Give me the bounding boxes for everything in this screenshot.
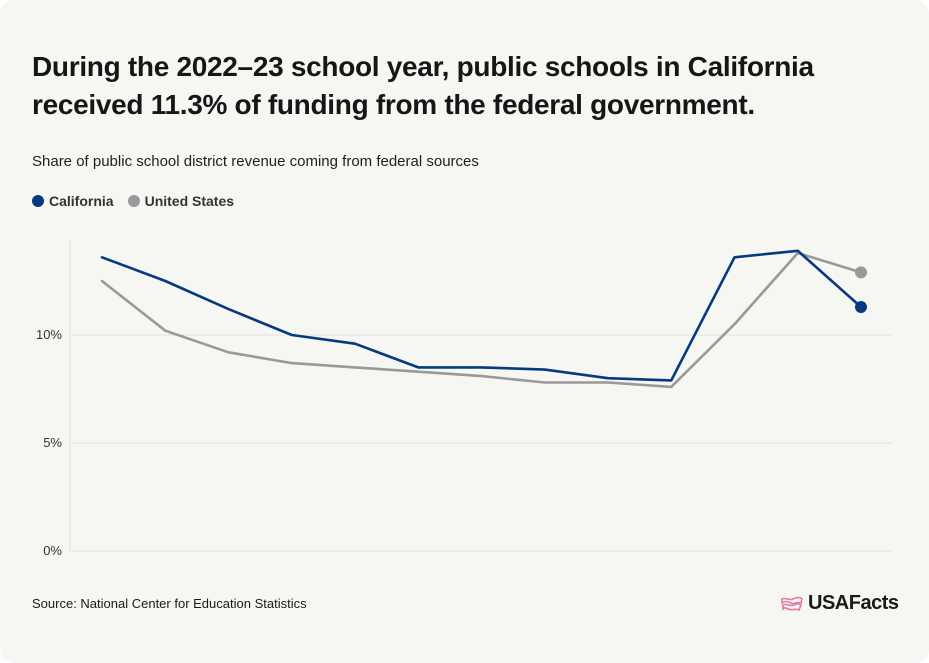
chart-subtitle: Share of public school district revenue … <box>32 153 479 170</box>
y-tick-label: 5% <box>43 435 62 450</box>
end-point-california <box>855 300 867 313</box>
legend-item-united-states: United States <box>127 193 235 209</box>
us-map-flag-icon <box>781 596 803 611</box>
legend-swatch-california <box>32 195 44 207</box>
end-point-united-states <box>855 266 867 279</box>
source-note: Source: National Center for Education St… <box>32 596 307 611</box>
legend-label-california: California <box>49 193 114 209</box>
series-line-california <box>100 249 863 382</box>
legend: California United States <box>32 193 234 209</box>
brand-logo: USAFacts <box>780 592 899 615</box>
y-tick-label: 10% <box>36 327 62 342</box>
series-line-united-states <box>100 251 863 389</box>
headline: During the 2022–23 school year, public s… <box>32 51 814 120</box>
brand-name: USAFacts <box>808 592 899 614</box>
y-tick-label: 0% <box>43 543 62 558</box>
legend-item-california: California <box>32 193 114 209</box>
legend-swatch-united-states <box>127 195 140 207</box>
legend-label-united-states: United States <box>144 193 235 209</box>
